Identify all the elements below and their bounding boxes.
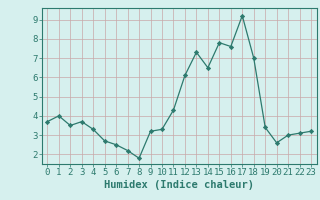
X-axis label: Humidex (Indice chaleur): Humidex (Indice chaleur) bbox=[104, 180, 254, 190]
